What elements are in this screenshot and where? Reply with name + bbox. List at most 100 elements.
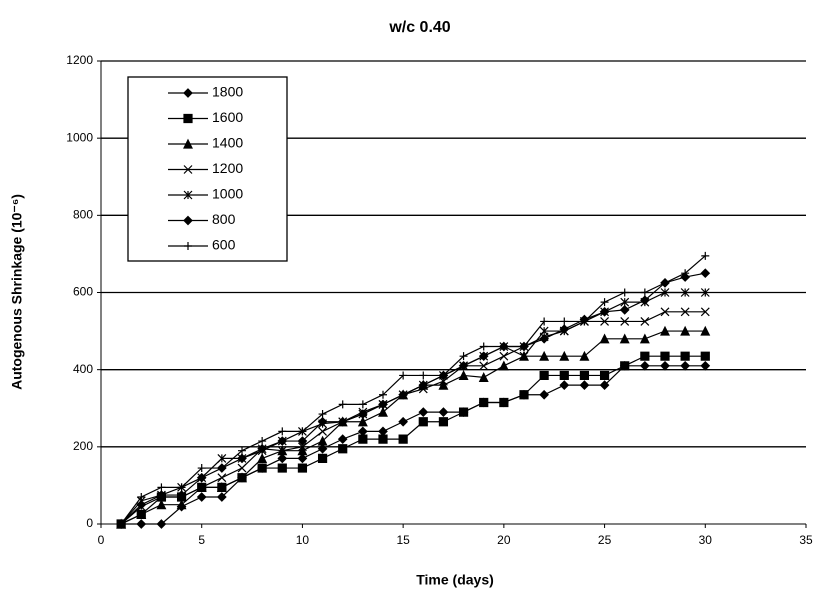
- point: [580, 317, 589, 326]
- point: [358, 409, 368, 419]
- point: [278, 427, 287, 436]
- series-line: [120, 272, 706, 525]
- point: [540, 317, 549, 326]
- point: [700, 360, 711, 371]
- point: [459, 352, 468, 361]
- point: [277, 446, 287, 456]
- point: [660, 288, 670, 297]
- point: [438, 379, 449, 390]
- series-line: [120, 330, 706, 525]
- point: [640, 360, 650, 371]
- point: [418, 380, 429, 390]
- series-line: [120, 311, 706, 525]
- legend-marker: [183, 215, 193, 226]
- point: [217, 453, 227, 463]
- point: [701, 251, 710, 260]
- point: [519, 351, 529, 361]
- point: [277, 436, 288, 446]
- legend-label: 1600: [212, 109, 243, 125]
- point: [499, 397, 509, 408]
- point: [197, 482, 207, 492]
- point: [599, 380, 610, 390]
- point: [358, 434, 368, 444]
- point: [640, 295, 650, 306]
- y-tick-label: 1200: [66, 53, 93, 67]
- point: [620, 288, 629, 297]
- point: [378, 434, 388, 444]
- point: [176, 499, 187, 510]
- legend-label: 1400: [212, 135, 243, 151]
- point: [479, 397, 489, 408]
- point: [156, 519, 167, 529]
- point: [378, 399, 388, 410]
- point: [197, 464, 206, 473]
- point: [297, 453, 308, 464]
- point: [700, 325, 711, 336]
- point: [559, 370, 569, 381]
- point: [176, 490, 187, 500]
- point: [680, 360, 690, 371]
- point: [498, 360, 509, 371]
- x-axis-label: Time (days): [416, 572, 494, 588]
- point: [700, 351, 710, 361]
- y-axis-label: Autogenous Shrinkage (10⁻⁶): [9, 194, 25, 390]
- point: [357, 416, 368, 427]
- y-tick-label: 800: [73, 208, 93, 222]
- point: [237, 472, 247, 483]
- point: [237, 463, 247, 473]
- point: [419, 371, 428, 380]
- x-tick-label: 10: [296, 533, 310, 547]
- point: [559, 350, 570, 361]
- point: [418, 417, 428, 427]
- point: [378, 426, 388, 437]
- point: [177, 483, 186, 492]
- point: [700, 307, 710, 317]
- legend-marker: [183, 88, 193, 98]
- chart-title: w/c 0.40: [388, 19, 450, 36]
- point: [317, 435, 328, 446]
- x-tick-label: 35: [799, 533, 813, 547]
- point: [519, 390, 529, 400]
- point: [680, 307, 690, 317]
- point: [196, 492, 207, 502]
- y-tick-label: 600: [73, 285, 93, 299]
- x-tick-label: 0: [98, 533, 105, 547]
- point: [217, 464, 226, 473]
- point: [640, 317, 650, 326]
- point: [660, 307, 670, 317]
- series-line: [120, 291, 706, 525]
- point: [539, 370, 549, 381]
- point: [277, 453, 288, 464]
- point: [560, 317, 569, 326]
- point: [297, 436, 308, 446]
- point: [599, 370, 610, 381]
- point: [579, 350, 590, 361]
- point: [157, 483, 166, 492]
- point: [338, 444, 348, 454]
- point: [680, 325, 691, 336]
- point: [318, 410, 327, 419]
- point: [438, 407, 449, 417]
- point: [358, 426, 368, 437]
- point: [398, 416, 408, 427]
- point: [660, 360, 670, 371]
- point: [478, 351, 489, 362]
- point: [539, 326, 549, 336]
- point: [559, 380, 570, 390]
- point: [478, 372, 489, 382]
- point: [619, 305, 630, 315]
- point: [579, 370, 590, 381]
- point: [680, 288, 690, 297]
- point: [398, 434, 408, 444]
- legend-marker: [183, 190, 193, 200]
- point: [258, 437, 267, 446]
- point: [639, 333, 650, 344]
- point: [479, 342, 488, 351]
- point: [298, 442, 307, 452]
- y-tick-label: 0: [86, 516, 93, 530]
- legend-marker: [183, 165, 193, 174]
- point: [539, 389, 549, 400]
- point: [136, 509, 147, 519]
- point: [318, 426, 327, 436]
